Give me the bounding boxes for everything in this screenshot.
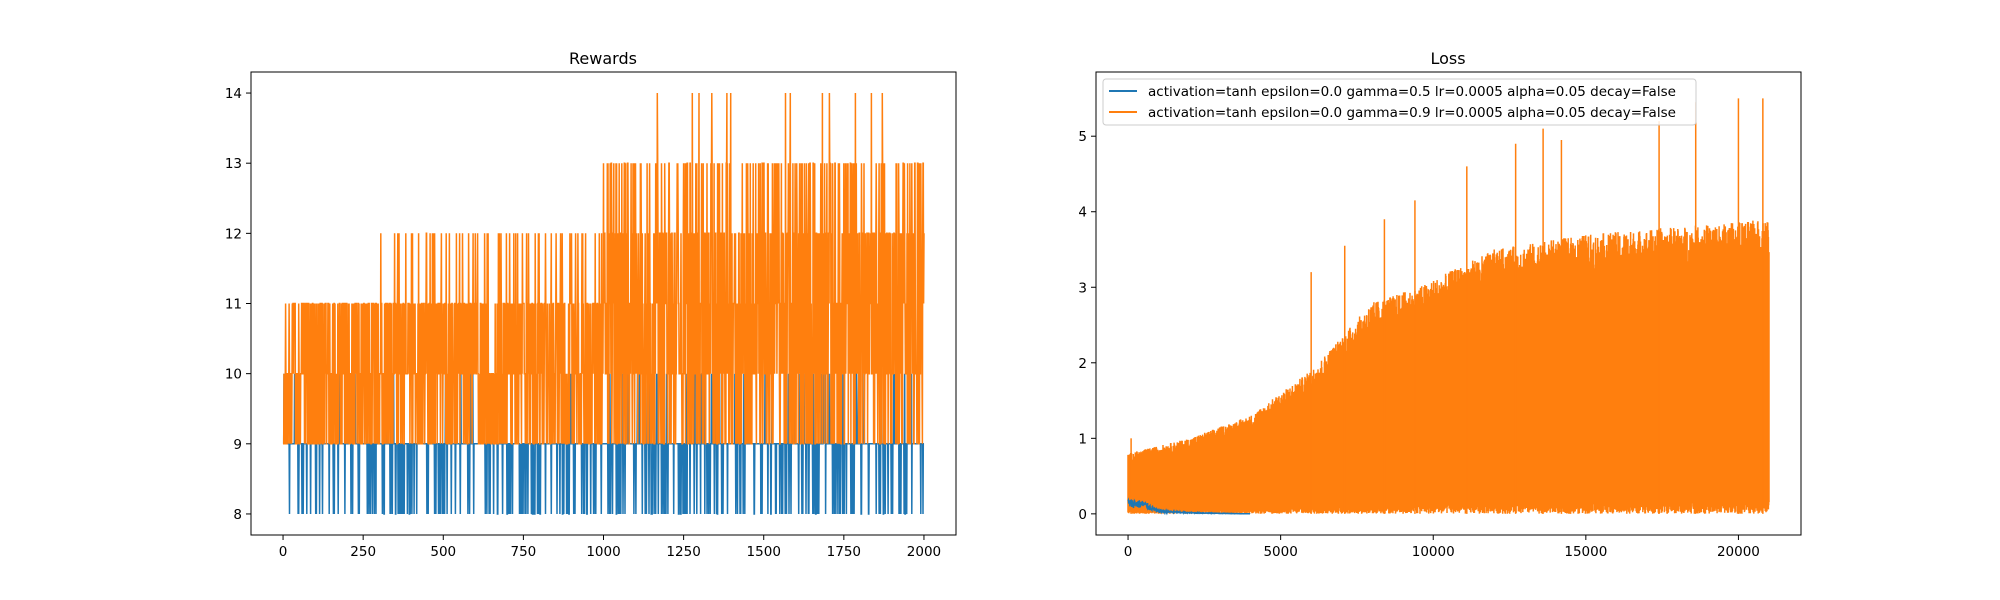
loss-x-tick-label: 5000 (1263, 544, 1297, 560)
legend-box (1102, 78, 1697, 126)
loss-y-tick-label: 2 (1078, 356, 1087, 372)
loss-axes: Loss 0 5000 10000 15000 20000 0 1 2 3 4 5 activati… (1078, 49, 1802, 560)
loss-y-tick-label: 5 (1078, 129, 1087, 145)
loss-series-orange-line (1127, 220, 1770, 514)
rewards-y-tick-label: 8 (233, 507, 242, 523)
loss-series-blue-line (1127, 497, 1251, 516)
legend-label-gamma-0-5: activation=tanh epsilon=0.0 gamma=0.5 lr… (1148, 84, 1676, 100)
rewards-y-tick-label: 12 (225, 226, 242, 242)
rewards-x-tick-label: 1250 (666, 544, 700, 560)
rewards-y-tick-label: 11 (225, 297, 242, 313)
rewards-x-tick-label: 0 (279, 544, 288, 560)
rewards-x-tick-label: 250 (350, 544, 376, 560)
rewards-series-blue-line (282, 372, 925, 515)
rewards-y-tick-label: 13 (225, 156, 242, 172)
loss-x-tick-label: 0 (1124, 544, 1133, 560)
rewards-title: Rewards (569, 49, 637, 68)
loss-y-tick-label: 0 (1078, 507, 1087, 523)
rewards-x-tick-label: 1750 (827, 544, 861, 560)
loss-x-tick-label: 10000 (1412, 544, 1455, 560)
rewards-y-tick-label: 14 (225, 86, 242, 102)
loss-x-tick-label: 20000 (1717, 544, 1760, 560)
rewards-axes: Rewards 0 250 500 750 1000 1250 1500 1750 2000 8 9… (225, 49, 957, 560)
legend-label-gamma-0-9: activation=tanh epsilon=0.0 gamma=0.9 lr… (1148, 105, 1676, 121)
rewards-plot-frame (250, 71, 957, 536)
loss-y-tick-label: 1 (1078, 431, 1087, 447)
loss-x-tick-label: 15000 (1564, 544, 1607, 560)
loss-y-tick-label: 4 (1078, 205, 1087, 221)
rewards-x-tick-label: 500 (430, 544, 456, 560)
rewards-x-tick-label: 2000 (907, 544, 941, 560)
rewards-series-orange-line (282, 92, 925, 445)
loss-y-tick-label: 3 (1078, 280, 1087, 296)
rewards-y-tick-label: 9 (233, 437, 242, 453)
rewards-x-tick-label: 1500 (747, 544, 781, 560)
rewards-x-tick-label: 750 (510, 544, 536, 560)
rewards-x-tick-label: 1000 (586, 544, 620, 560)
rewards-y-tick-label: 10 (225, 367, 242, 383)
loss-legend: activation=tanh epsilon=0.0 gamma=0.5 lr… (1102, 78, 1697, 126)
loss-plot-frame (1095, 71, 1802, 536)
loss-title: Loss (1430, 49, 1465, 68)
